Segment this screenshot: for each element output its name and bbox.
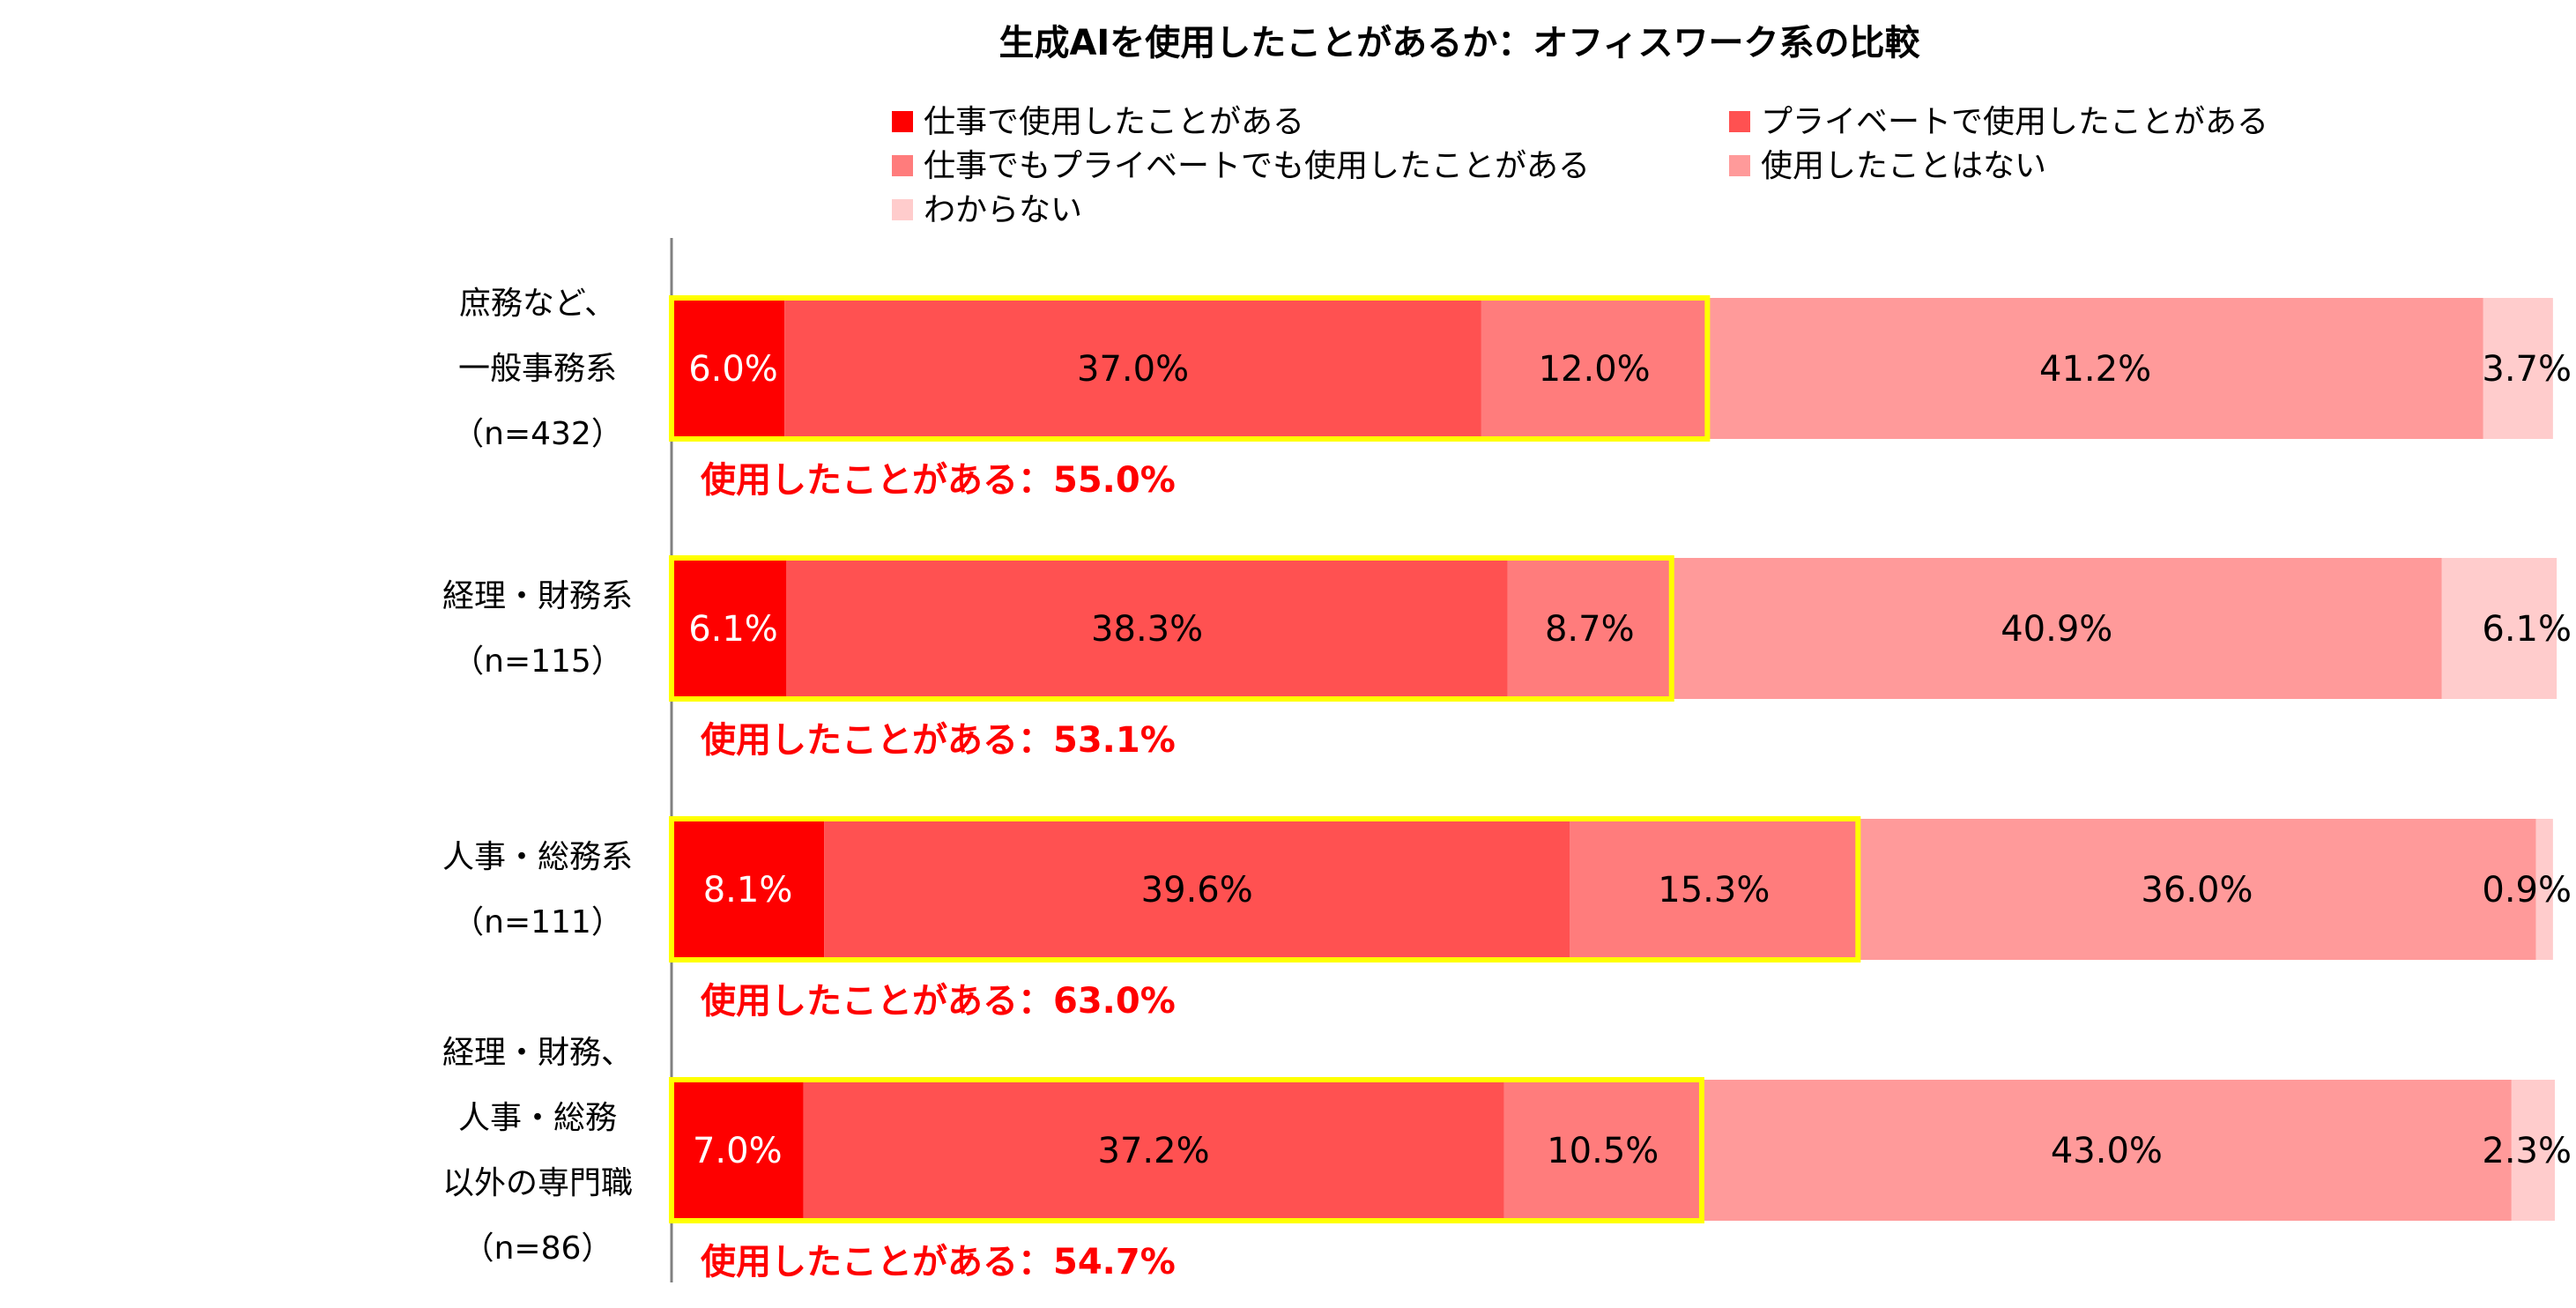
data-label: 3.7% <box>2482 349 2572 390</box>
used-highlight-frame <box>669 555 1674 702</box>
bar-segment <box>803 1080 1504 1221</box>
bar-segment <box>1858 819 2536 960</box>
plot-area: 庶務など、一般事務系 （n=432） 6.0% 37.0% 12.0% 41.2% 3.7%… <box>442 286 2572 1282</box>
bar-segment <box>1671 558 2442 699</box>
data-label: 36.0% <box>2141 870 2253 910</box>
data-label: 37.2% <box>1098 1131 1210 1171</box>
data-label: 37.0% <box>1077 349 1189 390</box>
used-total-annotation: 使用したことがある：54.7% <box>701 1242 1176 1282</box>
data-label: 38.3% <box>1091 609 1203 650</box>
category-label: （n=111） <box>452 904 623 940</box>
data-label: 7.0% <box>693 1131 783 1171</box>
used-highlight-frame <box>669 1077 1704 1223</box>
legend: 仕事で使用したことがある プライベートで使用したことがある仕事でもプライベートでも… <box>892 104 2268 228</box>
used-highlight-frame <box>669 295 1711 442</box>
bar-group-1: 庶務など、一般事務系 （n=432） 6.0% 37.0% 12.0% 41.2% 3.7%… <box>452 286 2572 501</box>
data-label: 12.0% <box>1539 349 1651 390</box>
used-total-annotation: 使用したことがある：55.0% <box>701 460 1176 501</box>
chart-title: 生成AIを使用したことがあるか：オフィスワーク系の比較 <box>998 23 1920 63</box>
legend-swatch-2 <box>1729 111 1750 132</box>
data-label: 10.5% <box>1547 1131 1659 1171</box>
bar-segment <box>1507 558 1672 699</box>
category-label: （n=115） <box>452 643 623 680</box>
used-highlight-frame <box>669 816 1861 962</box>
data-label: 8.7% <box>1545 609 1635 650</box>
legend-label-4: 使用したことはない <box>1761 148 2046 184</box>
bar-segment <box>1707 298 2483 439</box>
category-label: 経理・財務系 <box>442 578 633 614</box>
legend-swatch-1 <box>892 111 913 132</box>
data-label: 40.9% <box>2001 609 2112 650</box>
category-label: 経理・財務、 <box>442 1035 633 1071</box>
category-label: 庶務など、 <box>459 286 616 322</box>
bar-segment <box>672 558 787 699</box>
category-label: （n=86） <box>463 1230 613 1267</box>
bar-group-2: 経理・財務系 （n=115） 6.1% 38.3% 8.7% 40.9% 6.1% 使用したこ… <box>442 555 2572 761</box>
bar-segment <box>2441 558 2557 699</box>
data-label: 6.0% <box>688 349 778 390</box>
legend-label-1: 仕事で使用したことがある <box>924 104 1304 140</box>
legend-swatch-5 <box>892 199 913 220</box>
bar-segment <box>1570 819 1859 960</box>
bar-segment <box>2511 1080 2555 1221</box>
bar-group-3: 人事・総務系 （n=111） 8.1% 39.6% 15.3% 36.0% 0.9% 使用した… <box>442 816 2572 1022</box>
data-label: 6.1% <box>688 609 778 650</box>
legend-label-5: わからない <box>924 192 1082 228</box>
data-label: 39.6% <box>1141 870 1253 910</box>
bar-segment <box>786 558 1508 699</box>
bar-segment <box>1481 298 1708 439</box>
data-label: 43.0% <box>2051 1131 2163 1171</box>
data-label: 0.9% <box>2482 870 2572 910</box>
used-total-annotation: 使用したことがある：53.1% <box>701 720 1176 761</box>
category-label: 人事・総務系 <box>442 839 633 875</box>
category-label: 人事・総務 <box>458 1100 617 1136</box>
bar-segment <box>2483 298 2553 439</box>
category-label: （n=432） <box>452 416 623 452</box>
legend-label-3: 仕事でもプライベートでも使用したことがある <box>924 148 1590 184</box>
category-label: 一般事務系 <box>458 351 617 387</box>
bar-segment <box>1701 1080 2512 1221</box>
bar-segment <box>784 298 1481 439</box>
data-label: 6.1% <box>2482 609 2572 650</box>
legend-swatch-3 <box>892 155 913 176</box>
bar-segment <box>672 1080 804 1221</box>
bar-segment <box>672 298 785 439</box>
bar-segment <box>824 819 1570 960</box>
data-label: 2.3% <box>2482 1131 2572 1171</box>
legend-label-2: プライベートで使用したことがある <box>1761 104 2268 140</box>
bar-segment <box>672 819 825 960</box>
data-label: 15.3% <box>1658 870 1770 910</box>
bar-segment <box>2535 819 2553 960</box>
category-label: 以外の専門職 <box>442 1165 633 1201</box>
data-label: 8.1% <box>703 870 793 910</box>
legend-swatch-4 <box>1729 155 1750 176</box>
data-label: 41.2% <box>2039 349 2151 390</box>
bar-segment <box>1503 1080 1702 1221</box>
used-total-annotation: 使用したことがある：63.0% <box>701 981 1176 1022</box>
